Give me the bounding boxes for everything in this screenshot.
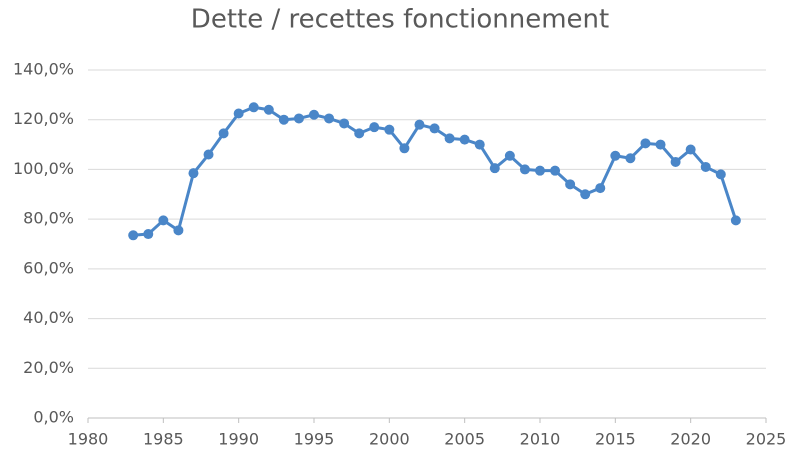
data-point: [685, 144, 696, 155]
data-point: [128, 230, 139, 241]
x-tick-label: 2025: [746, 430, 787, 449]
x-tick-label: 1995: [294, 430, 335, 449]
data-point: [399, 143, 410, 154]
data-point: [640, 138, 651, 149]
x-tick-label: 1985: [143, 430, 184, 449]
y-tick-label: 100,0%: [13, 159, 74, 178]
data-point: [158, 215, 169, 226]
data-point: [519, 164, 530, 175]
data-point: [233, 108, 244, 119]
data-point: [565, 179, 576, 190]
data-point: [339, 118, 350, 129]
data-point: [414, 119, 425, 130]
data-point: [535, 165, 545, 176]
data-point: [278, 114, 289, 125]
x-tick-label: 1980: [68, 430, 109, 449]
data-point: [324, 113, 335, 124]
data-point: [309, 109, 319, 120]
y-tick-label: 140,0%: [13, 60, 74, 79]
y-tick-label: 40,0%: [23, 308, 74, 327]
x-tick-label: 2005: [444, 430, 485, 449]
y-tick-label: 20,0%: [23, 358, 74, 377]
data-point: [354, 128, 365, 139]
data-point: [670, 156, 681, 167]
x-tick-label: 2020: [670, 430, 711, 449]
data-point: [429, 123, 440, 134]
data-point: [489, 163, 500, 174]
data-point: [655, 139, 666, 150]
data-point: [143, 229, 154, 240]
data-point: [444, 133, 455, 144]
data-point: [218, 128, 229, 139]
data-point: [248, 102, 259, 113]
y-tick-label: 80,0%: [23, 209, 74, 228]
y-tick-label: 120,0%: [13, 109, 74, 128]
data-point: [730, 215, 741, 226]
x-tick-label: 2000: [369, 430, 410, 449]
y-tick-label: 0,0%: [33, 408, 74, 427]
chart-title: Dette / recettes fonctionnement: [191, 5, 609, 35]
data-point: [580, 189, 591, 200]
data-point: [610, 150, 621, 161]
x-tick-label: 2010: [520, 430, 561, 449]
x-tick-label: 2015: [595, 430, 636, 449]
data-point: [474, 139, 485, 150]
data-point: [550, 165, 561, 176]
data-point: [595, 183, 606, 194]
data-point: [504, 150, 515, 161]
data-point: [625, 153, 636, 164]
x-tick-label: 1990: [218, 430, 259, 449]
data-point: [369, 122, 380, 133]
data-point: [700, 161, 711, 172]
data-point: [263, 104, 274, 115]
data-point: [715, 169, 726, 180]
data-point: [384, 124, 395, 135]
data-point: [459, 134, 470, 145]
data-point: [203, 149, 214, 160]
data-point: [188, 168, 199, 179]
y-tick-label: 60,0%: [23, 258, 74, 277]
data-point: [173, 225, 184, 236]
data-point: [293, 113, 304, 124]
